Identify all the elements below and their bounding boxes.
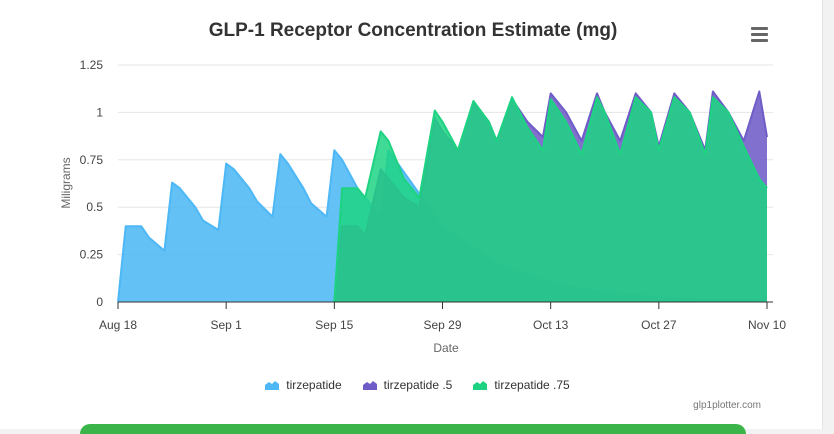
x-tick-label: Aug 18 xyxy=(99,318,137,332)
legend-item[interactable]: tirzepatide .5 xyxy=(362,376,453,394)
y-tick-label: 0.75 xyxy=(80,153,104,167)
legend-item[interactable]: tirzepatide .75 xyxy=(472,376,570,394)
chart-plot: 0 0.25 0.5 0.75 1 1.25 Aug 18 Sep 1 Sep 15 Sep 2… xyxy=(59,58,786,355)
legend-symbol-icon xyxy=(473,381,488,390)
chart-card: GLP-1 Receptor Concentration Estimate (m… xyxy=(0,0,823,429)
legend-symbol-icon xyxy=(265,381,280,390)
legend-area-glyph xyxy=(362,381,377,390)
x-tick-label: Sep 1 xyxy=(210,318,242,332)
series-area-1[interactable] xyxy=(118,150,767,302)
bottom-action-bar[interactable] xyxy=(80,424,746,434)
legend-label: tirzepatide xyxy=(286,378,342,392)
y-tick-label: 0 xyxy=(96,295,103,309)
series-line-3[interactable] xyxy=(333,96,768,303)
legend: tirzepatide tirzepatide .5 tirzepatide .75 xyxy=(0,376,834,394)
hamburger-icon-bar xyxy=(751,39,768,42)
x-tick-label: Sep 29 xyxy=(423,318,461,332)
legend-label: tirzepatide .5 xyxy=(383,378,453,392)
y-axis-title: Miligrams xyxy=(59,157,73,208)
y-tick-label: 1.25 xyxy=(80,58,104,72)
chart-menu-button[interactable] xyxy=(748,24,772,44)
hamburger-icon-bar xyxy=(751,33,768,36)
credit-link[interactable]: glp1plotter.com xyxy=(693,400,761,411)
chart-title: GLP-1 Receptor Concentration Estimate (m… xyxy=(208,20,618,41)
x-tick-labels: Aug 18 Sep 1 Sep 15 Sep 29 Oct 13 Oct 27 Nov 1… xyxy=(99,318,786,332)
series-areas xyxy=(117,90,768,303)
series-area-3[interactable] xyxy=(334,97,767,302)
axes xyxy=(117,301,773,309)
x-tick-label: Oct 27 xyxy=(641,318,677,332)
legend-symbol-icon xyxy=(362,381,377,390)
legend-item[interactable]: tirzepatide xyxy=(264,376,342,394)
legend-label: tirzepatide .75 xyxy=(494,378,570,392)
x-tick-label: Sep 15 xyxy=(315,318,353,332)
x-tick-label: Nov 10 xyxy=(748,318,786,332)
y-tick-label: 0.25 xyxy=(80,248,104,262)
legend-area-glyph xyxy=(473,381,488,390)
x-axis-title: Date xyxy=(433,341,459,355)
y-tick-label: 1 xyxy=(96,105,103,119)
x-tick-label: Oct 13 xyxy=(533,318,569,332)
y-tick-label: 0.5 xyxy=(86,200,103,214)
y-tick-labels: 0 0.25 0.5 0.75 1 1.25 xyxy=(80,58,104,309)
legend-area-glyph xyxy=(265,381,280,390)
hamburger-icon xyxy=(751,27,768,30)
